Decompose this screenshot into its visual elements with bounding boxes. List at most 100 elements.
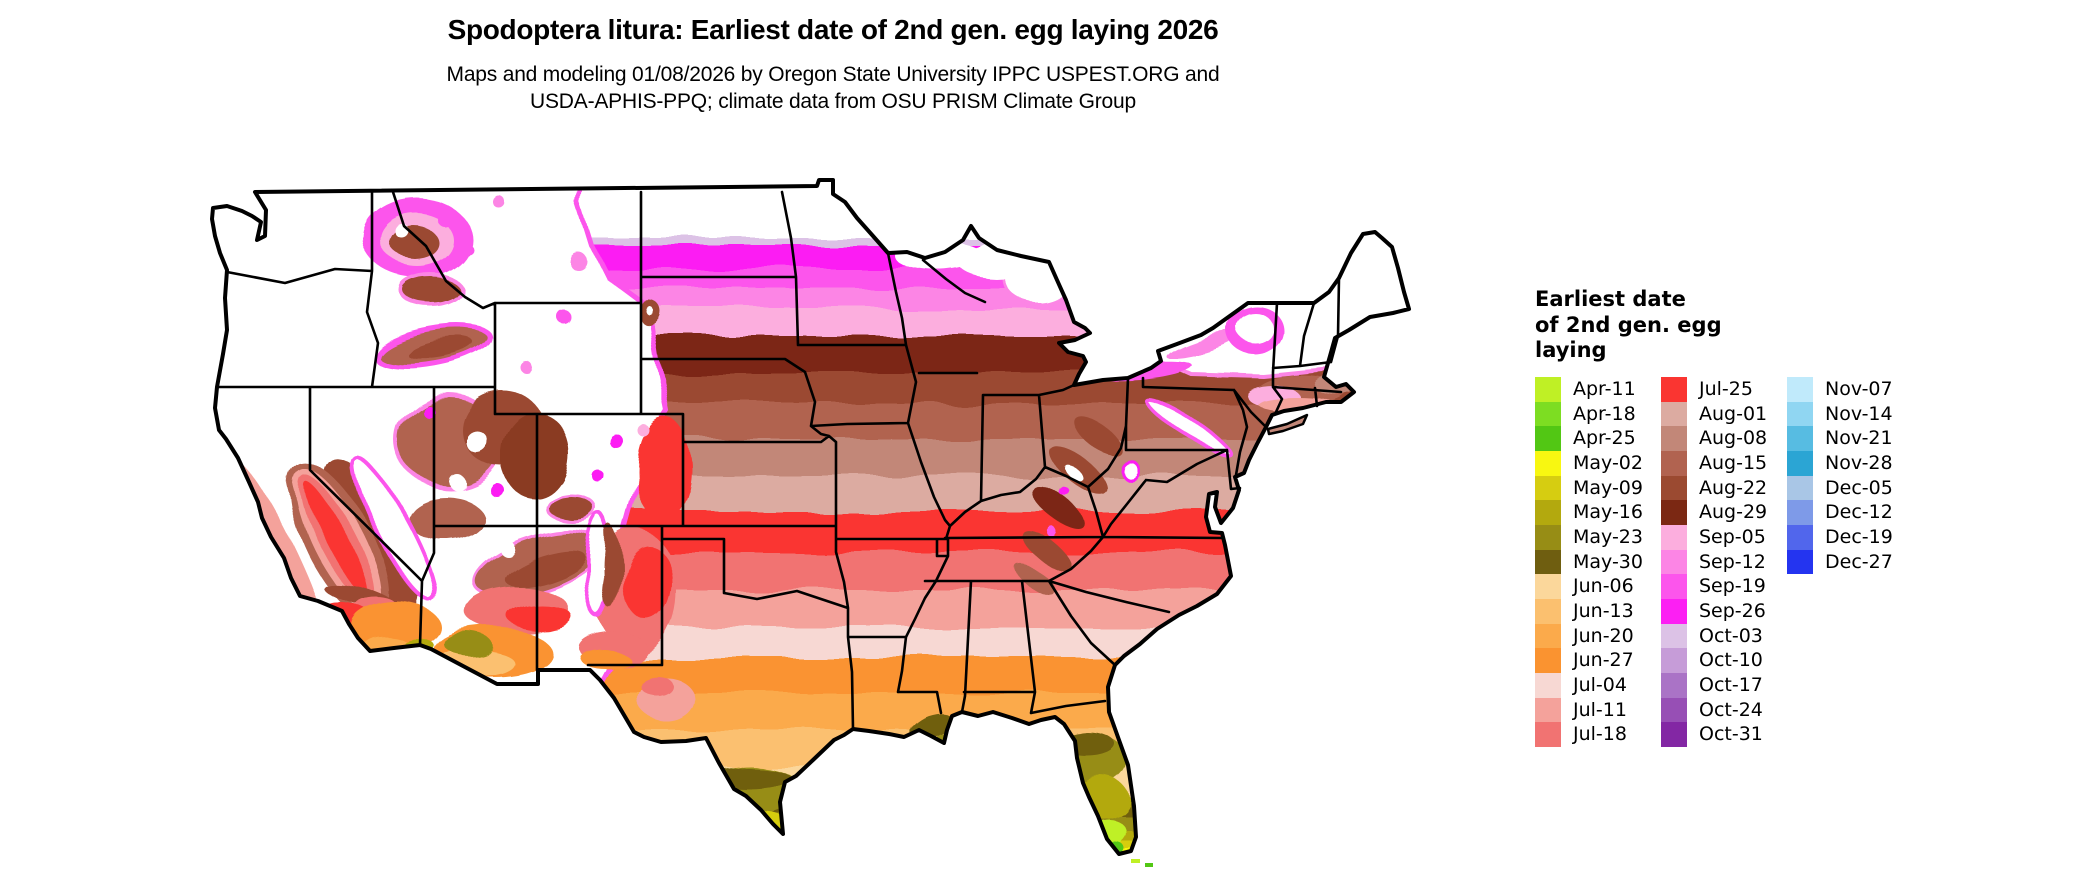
subtitle-line-2: USDA-APHIS-PPQ; climate data from OSU PR… <box>530 89 1136 113</box>
legend-label: May-16 <box>1573 501 1643 524</box>
legend-label: Oct-10 <box>1699 649 1763 672</box>
legend-label: Jun-20 <box>1573 624 1634 647</box>
subtitle-line-1: Maps and modeling 01/08/2026 by Oregon S… <box>446 63 1220 86</box>
legend-swatch <box>1535 673 1561 698</box>
legend-swatch <box>1661 549 1687 575</box>
legend-label: Jul-25 <box>1699 377 1753 400</box>
legend-label: Jul-11 <box>1573 698 1627 721</box>
legend-label: Aug-08 <box>1699 427 1768 450</box>
legend-swatch <box>1535 376 1561 402</box>
legend-row: Nov-21 <box>1787 426 1901 451</box>
legend-label: Nov-07 <box>1825 377 1893 400</box>
legend-swatch <box>1661 648 1687 674</box>
legend-label: Oct-31 <box>1699 723 1763 746</box>
legend-label: Aug-22 <box>1699 476 1768 499</box>
legend-label: Jun-13 <box>1573 600 1634 623</box>
legend-row: Jun-27 <box>1535 648 1649 674</box>
legend-label: Dec-27 <box>1825 550 1893 573</box>
legend-row: Sep-12 <box>1661 549 1775 575</box>
legend-row: May-09 <box>1535 475 1649 501</box>
legend-row: Aug-29 <box>1661 500 1775 525</box>
legend-row: Oct-03 <box>1661 623 1775 649</box>
legend-row: Dec-27 <box>1787 549 1901 575</box>
legend-label: Sep-26 <box>1699 600 1766 623</box>
state-borders <box>217 190 1343 731</box>
page-title: Spodoptera litura: Earliest date of 2nd … <box>447 14 1219 45</box>
legend-swatch <box>1661 697 1687 723</box>
legend-label: Dec-19 <box>1825 525 1893 548</box>
legend-row: Aug-15 <box>1661 450 1775 476</box>
legend-row: Dec-12 <box>1787 500 1901 525</box>
florida-keys <box>1131 859 1153 867</box>
legend-row: Jul-18 <box>1535 722 1649 748</box>
legend-label: Oct-03 <box>1699 624 1763 647</box>
legend-label: Dec-05 <box>1825 476 1893 499</box>
legend-row: May-02 <box>1535 450 1649 476</box>
legend-swatch <box>1661 376 1687 402</box>
legend-swatch <box>1661 450 1687 476</box>
legend-row: May-30 <box>1535 549 1649 575</box>
legend-swatch <box>1661 599 1687 624</box>
legend-row: Oct-10 <box>1661 648 1775 674</box>
legend-swatch <box>1535 450 1561 476</box>
legend-label: May-02 <box>1573 451 1643 474</box>
legend-label: Nov-28 <box>1825 451 1893 474</box>
conus-outline <box>210 178 1411 856</box>
legend-row: Apr-11 <box>1535 376 1649 402</box>
legend-label: Nov-21 <box>1825 427 1893 450</box>
legend-swatch <box>1535 401 1561 427</box>
legend-swatch <box>1661 673 1687 698</box>
legend-swatch <box>1535 574 1561 600</box>
legend-row: Sep-05 <box>1661 524 1775 550</box>
legend-row: Oct-24 <box>1661 697 1775 723</box>
legend-label: Jul-18 <box>1573 723 1627 746</box>
legend-row: Jul-11 <box>1535 697 1649 723</box>
legend-column-1: Apr-11 Apr-18 Apr-25 May-02 May-09 May-16 May-… <box>1535 376 1649 748</box>
legend-label: May-23 <box>1573 525 1643 548</box>
legend-row: Sep-19 <box>1661 574 1775 600</box>
appalachian-blobs <box>1013 414 1122 594</box>
legend-swatch <box>1661 524 1687 550</box>
legend-label: Oct-24 <box>1699 698 1763 721</box>
legend-swatch <box>1535 524 1561 550</box>
legend-label: Sep-05 <box>1699 525 1766 548</box>
legend-swatch <box>1535 549 1561 575</box>
legend-label: Aug-29 <box>1699 501 1768 524</box>
legend-column-3: Nov-07 Nov-14 Nov-21 Nov-28 Dec-05 Dec-12 Dec-… <box>1787 376 1901 575</box>
legend-row: Aug-08 <box>1661 426 1775 451</box>
legend-label: May-30 <box>1573 550 1643 573</box>
legend-row: Nov-28 <box>1787 450 1901 476</box>
legend-label: Apr-18 <box>1573 402 1636 425</box>
legend-row: Dec-05 <box>1787 475 1901 501</box>
legend-swatch <box>1787 401 1813 427</box>
legend-row: Aug-01 <box>1661 401 1775 427</box>
legend-row: Oct-31 <box>1661 722 1775 748</box>
legend-swatch <box>1535 623 1561 649</box>
legend-swatch <box>1661 623 1687 649</box>
legend-label: Jul-04 <box>1573 674 1627 697</box>
legend-swatch <box>1535 697 1561 723</box>
legend-swatch <box>1661 574 1687 600</box>
legend-label: Aug-01 <box>1699 402 1768 425</box>
legend-row: Nov-07 <box>1787 376 1901 402</box>
legend: Earliest date of 2nd gen. egg laying Apr… <box>1535 287 1901 748</box>
legend-swatch <box>1787 475 1813 501</box>
legend-swatch <box>1535 475 1561 501</box>
legend-swatch <box>1535 500 1561 525</box>
header: Spodoptera litura: Earliest date of 2nd … <box>213 14 1453 116</box>
legend-label: Sep-19 <box>1699 575 1766 598</box>
legend-row: Jul-04 <box>1535 673 1649 698</box>
legend-label: May-09 <box>1573 476 1643 499</box>
legend-row: Jun-13 <box>1535 599 1649 624</box>
legend-swatch <box>1661 722 1687 748</box>
legend-swatch <box>1787 376 1813 402</box>
legend-swatch <box>1535 426 1561 451</box>
legend-columns: Apr-11 Apr-18 Apr-25 May-02 May-09 May-16 May-… <box>1535 376 1901 748</box>
legend-label: Apr-25 <box>1573 427 1636 450</box>
legend-label: Nov-14 <box>1825 402 1893 425</box>
long-island <box>1266 413 1309 436</box>
legend-swatch <box>1661 401 1687 427</box>
legend-row: May-16 <box>1535 500 1649 525</box>
legend-swatch <box>1787 549 1813 575</box>
